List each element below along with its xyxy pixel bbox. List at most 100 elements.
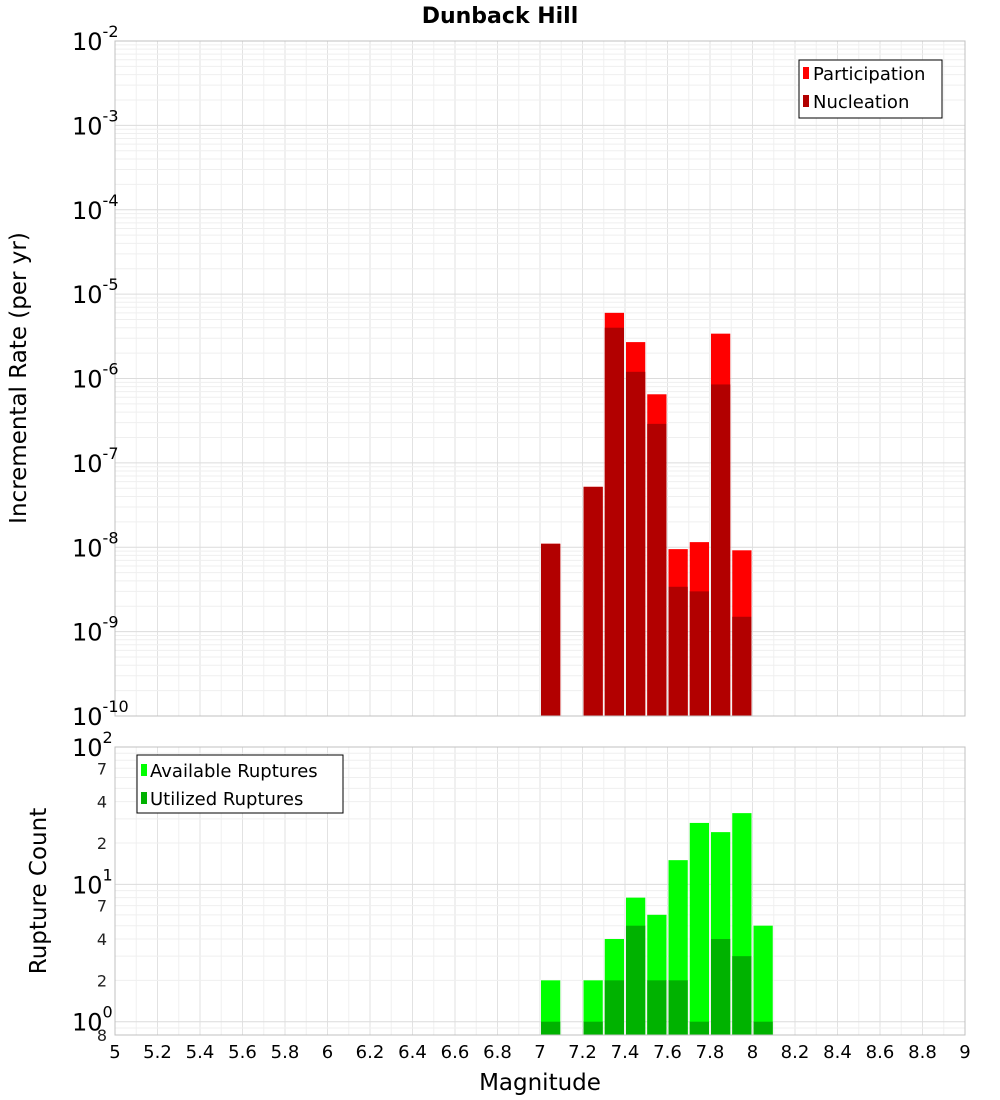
rate-y-tick-base: 10 [72, 28, 103, 56]
rate-y-tick-exponent: -4 [103, 191, 119, 210]
rate-y-tick-exponent: -10 [103, 697, 129, 716]
rate-y-tick-exponent: -3 [103, 106, 119, 125]
rate-y-tick-base: 10 [72, 703, 103, 731]
available-ruptures-bar [583, 980, 603, 1035]
x-tick-label: 6.6 [441, 1042, 470, 1063]
nucleation-bar [583, 486, 603, 716]
rate-y-tick-label: 10-9 [72, 613, 119, 647]
participation-legend-swatch [803, 67, 809, 79]
available-legend-swatch [141, 764, 147, 776]
x-tick-label: 5 [109, 1042, 120, 1063]
x-tick-label: 7.6 [653, 1042, 682, 1063]
available-legend-label: Available Ruptures [150, 761, 318, 782]
rate-y-tick-base: 10 [72, 197, 103, 225]
nucleation-bar [647, 423, 667, 716]
rate-panel: 10-210-310-410-510-610-710-810-910-10 In… [6, 22, 966, 731]
count-y-tick-label: 102 [72, 728, 113, 762]
rate-y-tick-label: 10-2 [72, 22, 119, 56]
available-ruptures-bar [689, 822, 709, 1035]
count-plot-frame [114, 746, 966, 1036]
utilized-legend-swatch [141, 792, 147, 804]
count-y-tick-base: 10 [72, 734, 103, 762]
x-axis-label: Magnitude [479, 1070, 601, 1096]
rate-y-tick-label: 10-7 [72, 444, 119, 478]
count-y-axis-label: Rupture Count [26, 808, 52, 974]
x-tick-label: 7.4 [611, 1042, 640, 1063]
nucleation-legend-swatch [803, 95, 809, 107]
rate-y-tick-label: 10-5 [72, 275, 119, 309]
x-tick-label: 5.8 [271, 1042, 300, 1063]
x-tick-label: 5.4 [186, 1042, 215, 1063]
rate-y-tick-label: 10-8 [72, 528, 119, 562]
utilized-ruptures-bar [711, 939, 731, 1035]
rate-y-tick-exponent: -9 [103, 613, 119, 632]
nucleation-bar [711, 384, 731, 716]
x-tick-label: 9 [959, 1042, 970, 1063]
count-y-minor-tick-label: 7 [97, 897, 107, 916]
utilized-ruptures-bar [689, 1021, 709, 1035]
rate-y-tick-label: 10-3 [72, 106, 119, 140]
magnitude-x-ticks: 5 5.2 5.4 5.6 5.8 6 6.2 6.4 6.6 6.8 7 7.2 7.4 7.6 7.8 8… [109, 1042, 970, 1063]
rate-bars [541, 312, 752, 716]
rate-y-tick-exponent: -5 [103, 275, 119, 294]
count-y-minor-tick-label: 4 [97, 930, 107, 949]
count-y-minor-tick-label: 8 [97, 1026, 107, 1045]
nucleation-bar [689, 591, 709, 716]
nucleation-legend-label: Nucleation [813, 92, 909, 113]
nucleation-bar [541, 543, 561, 716]
x-tick-label: 7 [534, 1042, 545, 1063]
rate-y-tick-base: 10 [72, 534, 103, 562]
rate-y-tick-base: 10 [72, 366, 103, 394]
available-ruptures-bar [541, 980, 561, 1035]
x-tick-label: 5.6 [228, 1042, 257, 1063]
nucleation-bar [668, 586, 688, 716]
count-y-tick-exponent: 0 [103, 1003, 113, 1022]
x-tick-label: 8.4 [823, 1042, 852, 1063]
utilized-ruptures-bar [541, 1021, 561, 1035]
utilized-ruptures-bar [647, 980, 667, 1035]
rate-y-tick-exponent: -7 [103, 444, 119, 463]
x-tick-label: 6.2 [356, 1042, 385, 1063]
rate-y-tick-base: 10 [72, 450, 103, 478]
utilized-legend-label: Utilized Ruptures [150, 789, 303, 810]
count-y-tick-exponent: 1 [103, 865, 113, 884]
rate-y-tick-base: 10 [72, 619, 103, 647]
rate-plot-frame [114, 40, 966, 717]
rate-y-tick-label: 10-4 [72, 191, 119, 225]
count-y-tick-base: 10 [72, 1009, 103, 1037]
count-legend-box [136, 754, 344, 814]
count-y-minor-tick-label: 2 [97, 971, 107, 990]
rate-y-axis-label: Incremental Rate (per yr) [6, 232, 32, 524]
nucleation-bar [626, 371, 646, 716]
rate-legend-box [798, 59, 943, 119]
count-y-minor-tick-label: 2 [97, 834, 107, 853]
nucleation-bar [604, 327, 624, 716]
rate-gridlines [114, 40, 966, 717]
x-tick-label: 7.2 [568, 1042, 597, 1063]
count-y-minor-tick-label: 4 [97, 793, 107, 812]
rate-legend: Participation Nucleation [798, 59, 943, 119]
x-tick-label: 6.8 [483, 1042, 512, 1063]
utilized-ruptures-bar [753, 1021, 773, 1035]
x-tick-label: 8 [747, 1042, 758, 1063]
count-bars [541, 813, 773, 1035]
utilized-ruptures-bar [583, 1021, 603, 1035]
utilized-ruptures-bar [732, 956, 752, 1035]
utilized-ruptures-bar [604, 980, 624, 1035]
rate-y-tick-label: 10-6 [72, 360, 119, 394]
count-y-tick-label: 100 [72, 1003, 113, 1037]
nucleation-bar [732, 616, 752, 716]
x-tick-label: 8.2 [781, 1042, 810, 1063]
rate-y-tick-exponent: -2 [103, 22, 119, 41]
participation-legend-label: Participation [813, 64, 925, 85]
rate-y-tick-label: 10-10 [72, 697, 129, 731]
x-tick-label: 8.6 [866, 1042, 895, 1063]
utilized-ruptures-bar [668, 980, 688, 1035]
x-tick-label: 6 [322, 1042, 333, 1063]
count-y-tick-label: 101 [72, 865, 113, 899]
rate-y-ticks: 10-210-310-410-510-610-710-810-910-10 [72, 22, 129, 731]
rate-y-tick-exponent: -8 [103, 528, 119, 547]
